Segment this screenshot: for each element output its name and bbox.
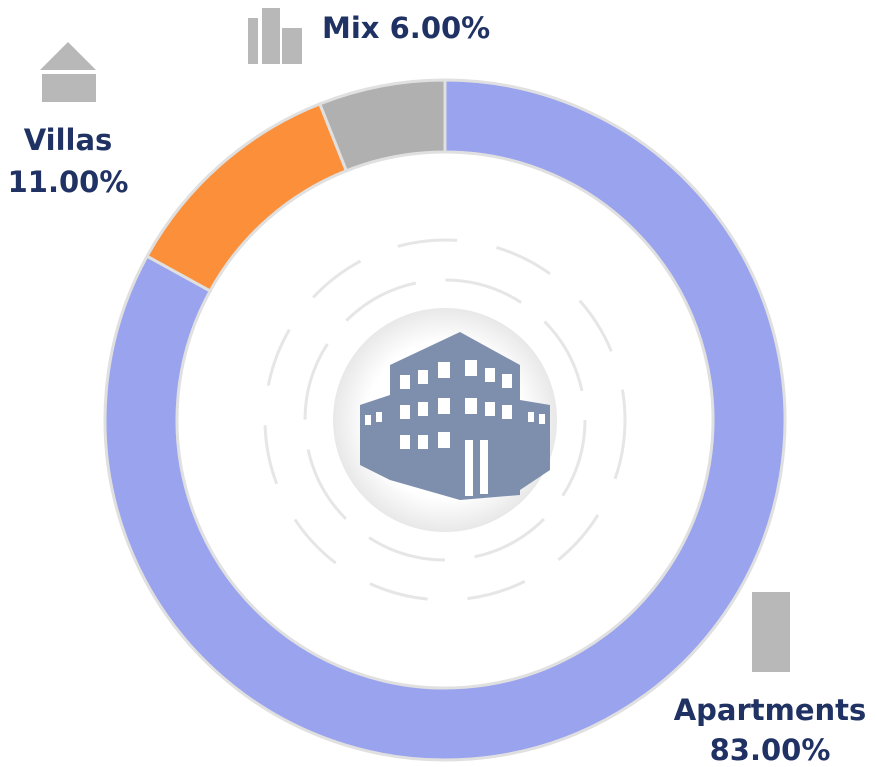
value-label: 6.00% (390, 11, 491, 45)
donut-slice (103, 78, 787, 762)
category-label: Villas (24, 123, 113, 157)
donut (103, 78, 787, 762)
building-icon (360, 332, 550, 500)
value-label: 11.00% (8, 165, 129, 199)
apartment-icon (752, 592, 790, 672)
center-decoration (263, 238, 627, 602)
donut-slice (317, 78, 447, 173)
category-label: Apartments (674, 693, 867, 727)
mix-icon (248, 8, 302, 64)
value-label: 83.00% (710, 733, 831, 767)
category-label: Mix (322, 11, 380, 45)
villa-icon (40, 42, 96, 102)
donut-slice (145, 101, 349, 293)
mix-label: Mix 6.00% (322, 11, 490, 45)
